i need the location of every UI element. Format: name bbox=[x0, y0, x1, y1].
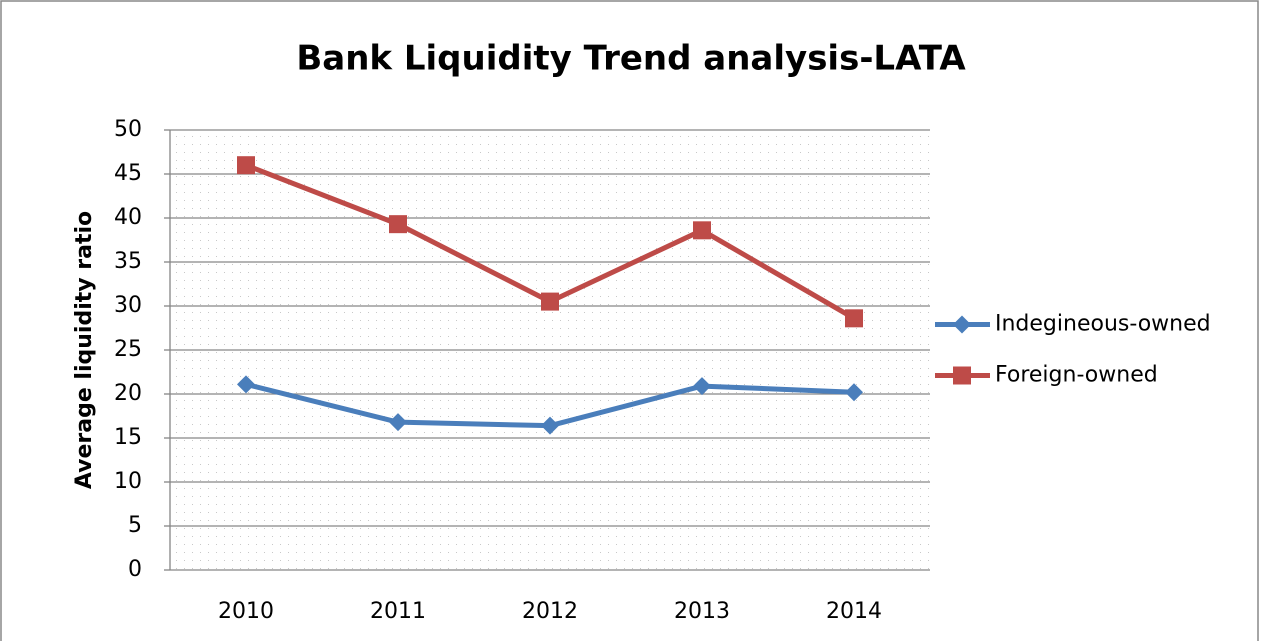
marker bbox=[845, 383, 863, 402]
y-tick-label: 0 bbox=[128, 557, 142, 582]
marker bbox=[541, 292, 559, 311]
y-tick-label: 40 bbox=[114, 205, 142, 230]
chart-title: Bank Liquidity Trend analysis-LATA bbox=[296, 39, 966, 79]
marker bbox=[693, 377, 711, 396]
marker bbox=[693, 221, 711, 240]
marker bbox=[237, 156, 255, 175]
legend-label: Foreign-owned bbox=[995, 363, 1158, 388]
y-tick-label: 20 bbox=[114, 381, 142, 406]
y-tick-label: 10 bbox=[114, 469, 142, 494]
x-tick-label: 2014 bbox=[826, 599, 882, 624]
y-tick-label: 15 bbox=[114, 425, 142, 450]
legend-label: Indegineous-owned bbox=[995, 312, 1211, 337]
x-tick-label: 2012 bbox=[522, 599, 578, 624]
marker bbox=[389, 215, 407, 234]
y-tick-label: 5 bbox=[128, 513, 142, 538]
y-tick-label: 50 bbox=[114, 117, 142, 142]
y-tick-label: 25 bbox=[114, 337, 142, 362]
marker bbox=[953, 315, 971, 334]
marker bbox=[953, 366, 971, 385]
x-tick-label: 2010 bbox=[218, 599, 274, 624]
y-tick-label: 30 bbox=[114, 293, 142, 318]
x-tick-label: 2013 bbox=[674, 599, 730, 624]
y-tick-label: 45 bbox=[114, 161, 142, 186]
marker bbox=[541, 416, 559, 435]
y-tick-label: 35 bbox=[114, 249, 142, 274]
marker bbox=[237, 375, 255, 394]
y-axis-label: Average liquidity ratio bbox=[72, 211, 97, 489]
marker bbox=[389, 413, 407, 432]
x-tick-label: 2011 bbox=[370, 599, 426, 624]
marker bbox=[845, 309, 863, 328]
